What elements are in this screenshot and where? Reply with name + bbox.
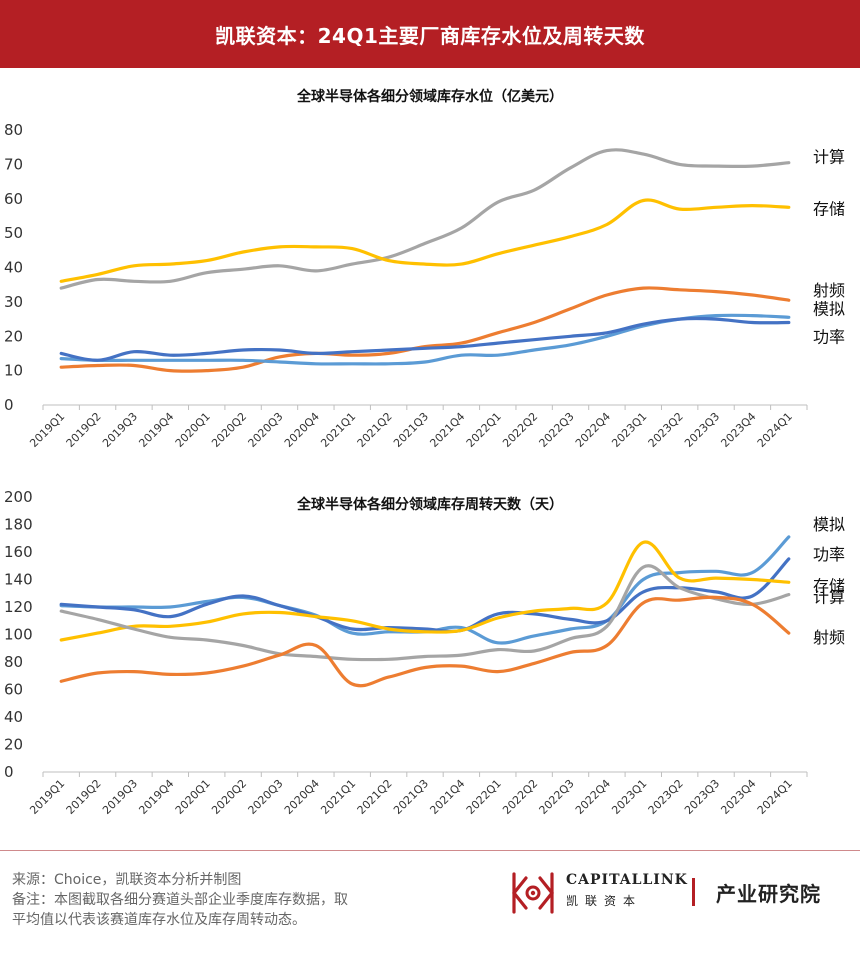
capitallink-logo-icon xyxy=(512,872,554,914)
series-line xyxy=(59,557,791,633)
x-tick-label: 2022Q1 xyxy=(464,410,504,450)
y-tick-label: 70 xyxy=(4,155,23,173)
x-tick-label: 2020Q1 xyxy=(173,410,213,450)
x-tick-label: 2023Q1 xyxy=(609,410,649,450)
x-tick-label: 2022Q2 xyxy=(500,777,540,817)
x-tick-label: 2021Q2 xyxy=(355,410,395,450)
x-tick-label: 2019Q3 xyxy=(100,410,140,450)
y-tick-label: 200 xyxy=(4,488,33,506)
x-tick-label: 2023Q3 xyxy=(682,410,722,450)
y-tick-label: 120 xyxy=(4,598,33,616)
source-line: 来源：Choice，凯联资本分析并制图 xyxy=(12,872,242,888)
x-tick-label: 2020Q3 xyxy=(246,777,286,817)
x-tick-label: 2019Q1 xyxy=(27,777,67,817)
inventory-turnover-chart: 全球半导体各细分领域库存周转天数（天） 0 20 40 60 80 100 120 140 160… xyxy=(4,488,845,817)
series-line xyxy=(59,595,791,688)
series-label: 存储 xyxy=(813,576,845,595)
x-tick-label: 2020Q1 xyxy=(173,777,213,817)
x-tick-label: 2023Q3 xyxy=(682,777,722,817)
series-label: 模拟 xyxy=(813,299,845,318)
series-label: 计算 xyxy=(813,588,845,607)
series-line xyxy=(59,148,791,290)
x-tick-label: 2022Q3 xyxy=(537,410,577,450)
x-tick-label: 2024Q1 xyxy=(755,777,795,817)
y-tick-label: 30 xyxy=(4,293,23,311)
y-tick-label: 0 xyxy=(4,396,14,414)
y-tick-label: 40 xyxy=(4,259,23,277)
x-tick-label: 2021Q1 xyxy=(318,410,358,450)
series-label: 射频 xyxy=(813,628,845,647)
inventory-level-chart: 全球半导体各细分领域库存水位（亿美元） 0 10 20 30 40 50 60 70 80 2019… xyxy=(4,88,845,450)
y-tick-label: 80 xyxy=(4,653,23,671)
header-banner: 凯联资本：24Q1主要厂商库存水位及周转天数 xyxy=(0,0,860,68)
x-tick-label: 2020Q2 xyxy=(209,777,249,817)
x-tick-label: 2019Q2 xyxy=(64,410,104,450)
y-tick-label: 40 xyxy=(4,708,23,726)
y-tick-label: 0 xyxy=(4,763,14,781)
y-tick-label: 10 xyxy=(4,362,23,380)
x-tick-label: 2023Q1 xyxy=(609,777,649,817)
x-tick-label: 2019Q2 xyxy=(64,777,104,817)
x-tick-label: 2020Q4 xyxy=(282,410,322,450)
x-tick-label: 2022Q3 xyxy=(537,777,577,817)
x-tick-label: 2021Q3 xyxy=(391,777,431,817)
page-title: 凯联资本：24Q1主要厂商库存水位及周转天数 xyxy=(215,23,645,48)
x-tick-label: 2021Q3 xyxy=(391,410,431,450)
x-tick-label: 2021Q2 xyxy=(355,777,395,817)
y-tick-label: 20 xyxy=(4,327,23,345)
series-label: 存储 xyxy=(813,199,845,218)
series-label: 模拟 xyxy=(813,515,845,534)
x-tick-label: 2019Q4 xyxy=(136,410,176,450)
x-tick-label: 2021Q1 xyxy=(318,777,358,817)
series-line xyxy=(59,198,791,283)
y-tick-label: 80 xyxy=(4,121,23,139)
x-tick-label: 2024Q1 xyxy=(755,410,795,450)
y-tick-label: 50 xyxy=(4,224,23,242)
x-tick-label: 2021Q4 xyxy=(427,777,467,817)
y-tick-label: 20 xyxy=(4,736,23,754)
y-tick-label: 140 xyxy=(4,571,33,589)
y-tick-label: 160 xyxy=(4,543,33,561)
remark-line: 备注：本图截取各细分赛道头部企业季度库存数据，取 xyxy=(12,892,348,908)
x-tick-label: 2019Q3 xyxy=(100,777,140,817)
x-tick-label: 2022Q4 xyxy=(573,410,613,450)
series-label: 射频 xyxy=(813,281,845,300)
x-tick-label: 2023Q4 xyxy=(718,777,758,817)
x-tick-label: 2023Q2 xyxy=(646,410,686,450)
x-tick-label: 2020Q4 xyxy=(282,777,322,817)
series-label: 功率 xyxy=(813,328,845,347)
x-tick-label: 2019Q1 xyxy=(27,410,67,450)
x-tick-label: 2022Q1 xyxy=(464,777,504,817)
logo-separator xyxy=(692,878,695,906)
chart-title: 全球半导体各细分领域库存水位（亿美元） xyxy=(296,88,563,105)
source-note: 来源：Choice，凯联资本分析并制图 备注：本图截取各细分赛道头部企业季度库存… xyxy=(12,870,462,930)
x-tick-label: 2020Q3 xyxy=(246,410,286,450)
x-tick-label: 2023Q4 xyxy=(718,410,758,450)
x-tick-label: 2023Q2 xyxy=(646,777,686,817)
series-label: 功率 xyxy=(813,545,845,564)
logo-chinese: 凯联资本 xyxy=(566,894,643,908)
remark-line-cont: 平均值以代表该赛道库存水位及库存周转动态。 xyxy=(12,912,306,928)
chart-title: 全球半导体各细分领域库存周转天数（天） xyxy=(296,496,563,513)
footer-divider xyxy=(0,850,860,851)
series-line xyxy=(59,540,791,642)
x-tick-label: 2022Q2 xyxy=(500,410,540,450)
y-tick-label: 100 xyxy=(4,626,33,644)
series-line xyxy=(59,316,791,362)
series-label: 计算 xyxy=(813,148,845,167)
x-tick-label: 2022Q4 xyxy=(573,777,613,817)
department-name: 产业研究院 xyxy=(716,882,821,906)
x-tick-label: 2020Q2 xyxy=(209,410,249,450)
y-tick-label: 60 xyxy=(4,190,23,208)
logo-english: CAPITALLINK xyxy=(566,872,688,888)
y-tick-label: 180 xyxy=(4,516,33,534)
x-tick-label: 2019Q4 xyxy=(136,777,176,817)
x-tick-label: 2021Q4 xyxy=(427,410,467,450)
logo-wordmark: CAPITALLINK 凯联资本 xyxy=(566,872,688,909)
y-tick-label: 60 xyxy=(4,681,23,699)
